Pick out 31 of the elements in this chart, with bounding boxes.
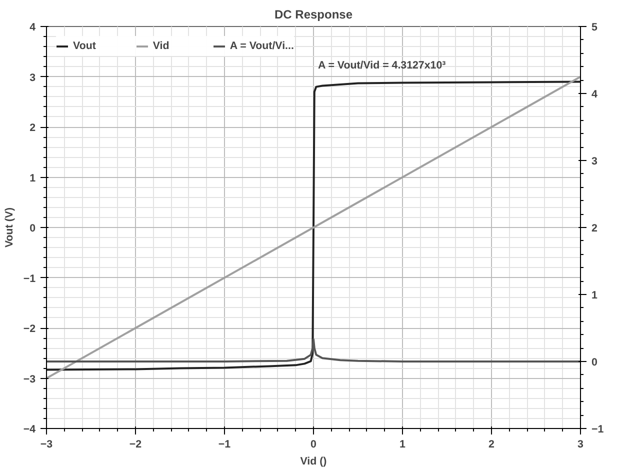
x-tick-label: 0 [310,438,317,450]
y-tick-label: 1 [30,172,36,184]
y2-tick-label: −1 [592,424,604,436]
y-tick-label: −4 [23,424,36,436]
x-tick-label: 1 [400,438,406,450]
y-tick-label: 4 [30,22,36,34]
y-tick-label: 2 [30,122,36,134]
x-tick-label: 3 [578,438,584,450]
chart-title: DC Response [274,8,353,22]
legend-label: Vid [152,40,170,52]
y2-tick-label: 4 [592,88,598,100]
legend-label: A = Vout/Vi... [230,40,294,52]
x-tick-label: −1 [218,438,231,450]
line-series [46,338,580,362]
y2-tick-label: 5 [592,22,598,34]
y-tick-label: −2 [23,323,36,335]
x-tick-label: −3 [40,438,53,450]
y-tick-label: −3 [23,373,36,386]
y2-tick-label: 1 [592,290,598,302]
x-tick-label: 2 [488,438,495,450]
legend-label: Vout [73,40,96,52]
y-tick-label: −1 [23,272,36,285]
x-axis-title: Vid () [300,456,328,468]
annotation: A = Vout/Vid = 4.3127x10³ [318,60,446,72]
y-tick-label: 0 [30,222,36,234]
y2-tick-label: 3 [592,156,598,168]
y2-tick-label: 0 [592,356,598,368]
y-tick-label: 3 [30,72,36,84]
y-axis-title: Vout (V) [3,207,16,248]
x-tick-label: −2 [129,438,142,450]
y2-tick-label: 2 [592,222,598,234]
